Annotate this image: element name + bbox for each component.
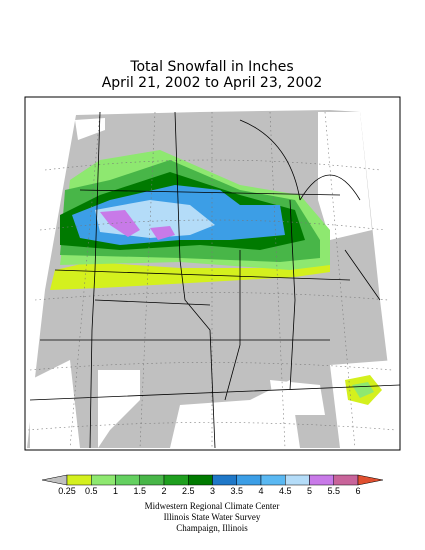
legend-swatch (212, 474, 237, 486)
footer-line: Champaign, Illinois (176, 523, 248, 533)
legend-tick-label: 3 (210, 486, 215, 496)
map (27, 110, 401, 449)
legend-tick-label: 2.5 (182, 486, 195, 496)
legend-swatch (163, 474, 189, 486)
legend-swatch (309, 474, 334, 486)
legend-tick-label: 6 (355, 486, 360, 496)
legend-tick-label: 0.5 (85, 486, 98, 496)
title-line: Total Snowfall in Inches (129, 59, 293, 75)
footer-line: Midwestern Regional Climate Center (145, 501, 280, 511)
legend-swatch (115, 474, 140, 486)
legend-swatch (333, 474, 359, 486)
footer-line: Illinois State Water Survey (164, 512, 261, 522)
legend-tick-label: 5 (307, 486, 312, 496)
legend-swatch (139, 474, 165, 486)
legend-tick-label: 2 (161, 486, 166, 496)
legend-tick-label: 1 (113, 486, 118, 496)
legend-swatch (66, 474, 92, 486)
legend-tick-label: 0.25 (58, 486, 76, 496)
legend-tick-label: 1.5 (133, 486, 146, 496)
legend-swatch (91, 474, 116, 486)
legend-tick-label: 4 (258, 486, 263, 496)
legend-swatch (260, 474, 286, 486)
legend-swatch (285, 474, 310, 486)
legend-tick-label: 4.5 (279, 486, 292, 496)
legend: 0.25 0.5 1 1.5 2 2.5 3 3.5 4 4.5 5 5.5 6 (41, 474, 384, 496)
legend-tick-label: 5.5 (327, 486, 340, 496)
legend-swatch (236, 474, 262, 486)
title-line: April 21, 2002 to April 23, 2002 (102, 75, 323, 91)
legend-swatch (188, 474, 213, 486)
legend-swatch (357, 474, 384, 486)
legend-tick-label: 3.5 (230, 486, 243, 496)
legend-swatch (41, 474, 68, 486)
